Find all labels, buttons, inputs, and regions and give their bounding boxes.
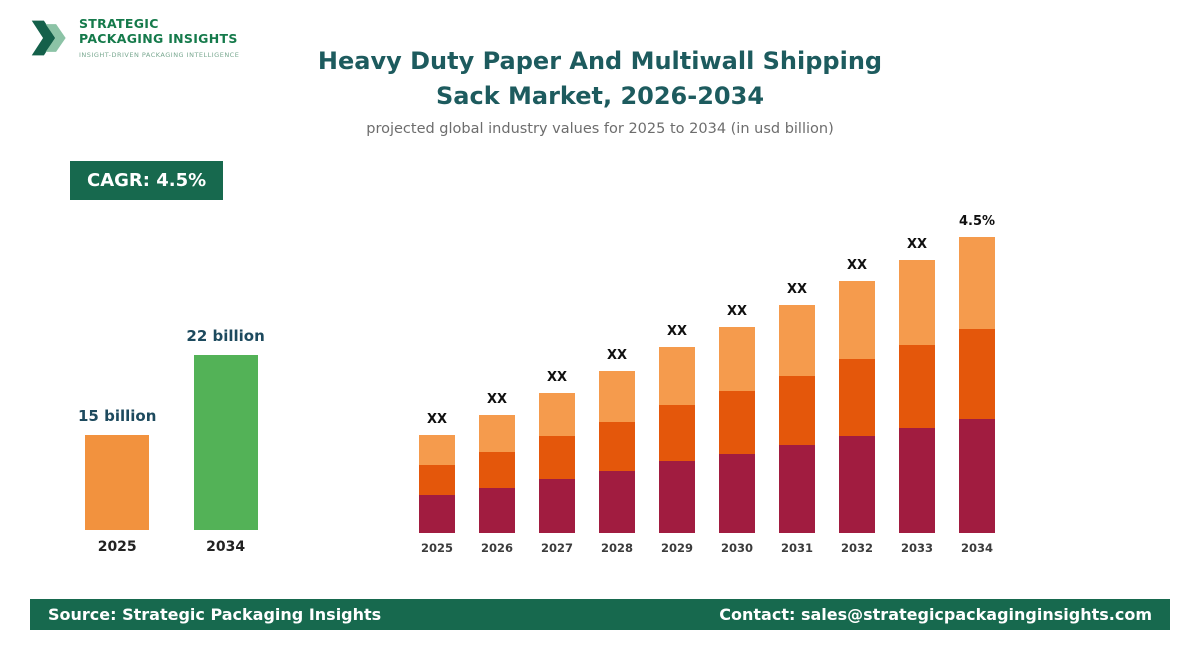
segment-middle (599, 422, 635, 471)
stacked-bar-value-label: 4.5% (959, 214, 996, 229)
summary-bar (193, 355, 258, 530)
stacked-bar-stack (419, 435, 455, 533)
stacked-bar-year-label: 2033 (900, 541, 933, 555)
summary-bar (85, 435, 150, 530)
logo: STRATEGIC PACKAGING INSIGHTS INSIGHT-DRI… (30, 14, 239, 62)
header: Heavy Duty Paper And Multiwall Shipping … (0, 44, 1200, 137)
stacked-bar-value-label: XX (486, 392, 508, 407)
stacked-bar-value-label: XX (666, 324, 688, 339)
summary-bar-year-label: 2025 (97, 539, 137, 555)
segment-middle (659, 405, 695, 461)
stacked-bar-stack (479, 415, 515, 533)
stacked-bar-2025: XX 2025 (419, 412, 455, 555)
segment-top (479, 415, 515, 452)
page-title-line-1: Heavy Duty Paper And Multiwall Shipping (317, 47, 883, 75)
logo-tagline: INSIGHT-DRIVEN PACKAGING INTELLIGENCE (79, 51, 240, 59)
segment-middle (899, 345, 935, 428)
summary-bar-year-label: 2034 (206, 539, 246, 555)
stacked-bar-2027: XX 2027 (539, 370, 575, 555)
segment-top (839, 281, 875, 359)
stacked-bar-year-label: 2027 (540, 541, 573, 555)
stacked-bar-stack (839, 281, 875, 533)
stacked-bar-year-label: 2031 (780, 541, 813, 555)
segment-middle (779, 376, 815, 445)
stacked-bar-2026: XX 2026 (479, 392, 515, 555)
logo-line-2: PACKAGING INSIGHTS (79, 31, 238, 46)
segment-bottom (539, 479, 575, 533)
segment-top (899, 260, 935, 345)
page-title: Heavy Duty Paper And Multiwall Shipping … (0, 44, 1200, 114)
stacked-bar-stack (959, 237, 996, 533)
stacked-bar-2033: XX 2033 (899, 237, 935, 555)
stacked-bar-stack (599, 371, 635, 533)
stacked-bar-chart: XX 2025 XX 2026 XX 2027 XX 2028 XX 2029 XX 2030 XX 20… (419, 214, 995, 555)
stacked-bar-value-label: XX (846, 258, 868, 273)
segment-top (419, 435, 455, 465)
segment-bottom (599, 471, 635, 533)
stacked-bar-2029: XX 2029 (659, 324, 695, 555)
segment-middle (479, 452, 515, 488)
segment-middle (839, 359, 875, 436)
stacked-bar-year-label: 2034 (961, 541, 994, 555)
logo-chevron-icon (31, 20, 66, 56)
stacked-bar-year-label: 2028 (600, 541, 633, 555)
segment-middle (719, 391, 755, 454)
segment-bottom (779, 445, 815, 533)
segment-bottom (839, 436, 875, 533)
stacked-bar-value-label: XX (786, 282, 808, 297)
segment-bottom (719, 454, 755, 533)
page-subtitle: projected global industry values for 202… (366, 120, 834, 137)
stacked-bar-year-label: 2029 (660, 541, 693, 555)
summary-bar-2025: 15 billion 2025 (78, 407, 156, 555)
segment-top (959, 237, 996, 329)
page-title-line-2: Sack Market, 2026-2034 (435, 81, 765, 110)
summary-bar-chart: 15 billion 2025 22 billion 2034 (78, 327, 265, 555)
stacked-bar-value-label: XX (726, 304, 748, 319)
segment-bottom (659, 461, 695, 533)
stacked-bar-2030: XX 2030 (719, 304, 755, 555)
stacked-bar-year-label: 2026 (480, 541, 513, 555)
footer-source: Source: Strategic Packaging Insights (48, 605, 382, 624)
stacked-bar-year-label: 2032 (840, 541, 873, 555)
stacked-bar-value-label: XX (906, 237, 928, 252)
segment-top (719, 327, 755, 391)
segment-bottom (479, 488, 515, 533)
stacked-bar-value-label: XX (606, 348, 628, 363)
stacked-bar-value-label: XX (546, 370, 568, 385)
cagr-badge: CAGR: 4.5% (70, 161, 224, 200)
stacked-bar-2031: XX 2031 (779, 282, 815, 555)
segment-bottom (959, 419, 996, 533)
segment-top (599, 371, 635, 422)
summary-bar-value-label: 15 billion (78, 407, 157, 425)
stacked-bar-2032: XX 2032 (839, 258, 875, 555)
segment-middle (539, 436, 575, 479)
segment-middle (959, 329, 996, 419)
footer-contact: Contact: sales@strategicpackaginginsight… (719, 605, 1152, 624)
stacked-bar-year-label: 2030 (720, 541, 753, 555)
segment-bottom (419, 495, 455, 533)
stacked-bar-year-label: 2025 (420, 541, 453, 555)
stacked-bar-stack (539, 393, 575, 533)
stacked-bar-2034: 4.5% 2034 (959, 214, 995, 555)
stacked-bar-stack (899, 260, 935, 533)
segment-top (659, 347, 695, 405)
logo-text: STRATEGIC PACKAGING INSIGHTS INSIGHT-DRI… (79, 14, 239, 59)
segment-middle (419, 465, 455, 495)
logo-line-1: STRATEGIC (79, 16, 159, 31)
stacked-bar-2028: XX 2028 (599, 348, 635, 555)
stacked-bar-stack (779, 305, 815, 533)
stacked-bar-value-label: XX (426, 412, 448, 427)
stacked-bar-stack (659, 347, 695, 533)
summary-bar-value-label: 22 billion (186, 327, 265, 345)
segment-bottom (899, 428, 935, 533)
summary-bar-2034: 22 billion 2034 (186, 327, 264, 555)
segment-top (779, 305, 815, 376)
footer-bar: Source: Strategic Packaging Insights Con… (30, 599, 1170, 630)
segment-top (539, 393, 575, 436)
stacked-bar-stack (719, 327, 755, 533)
